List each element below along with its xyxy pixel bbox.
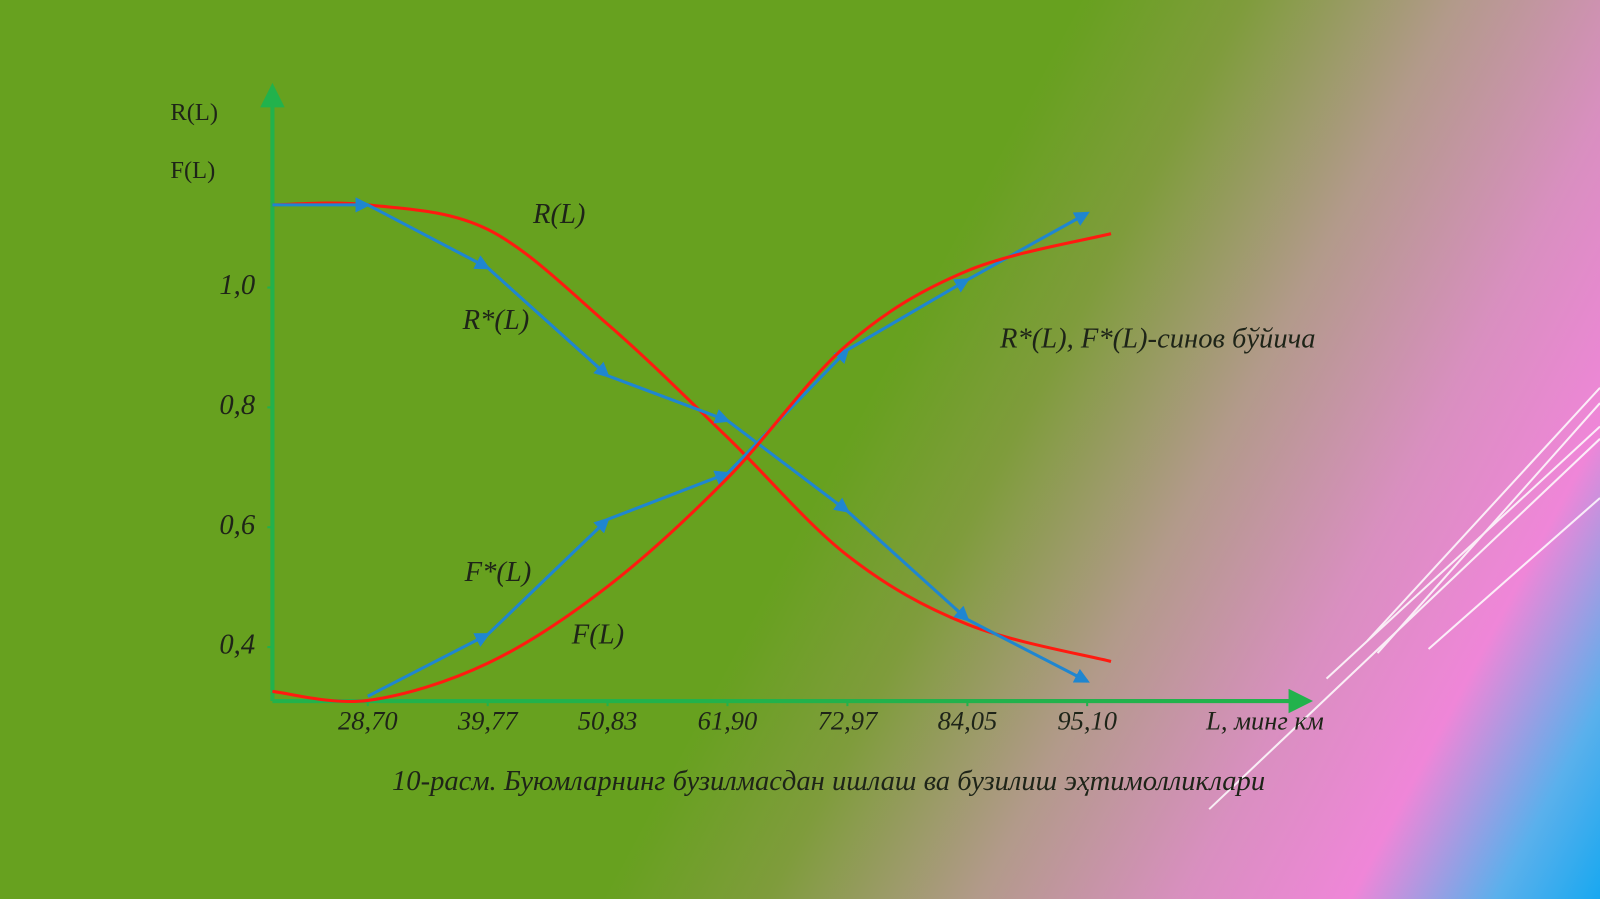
point-marker	[833, 347, 850, 364]
x-tick-label: 28,70	[338, 706, 398, 736]
point-marker	[1072, 668, 1090, 683]
x-tick-label: 50,83	[578, 706, 638, 736]
y-tick-label: 0,4	[219, 630, 255, 661]
series-line	[367, 211, 1088, 698]
x-tick-label: 72,97	[818, 706, 879, 736]
y-axis-label: R(L)	[170, 99, 218, 126]
series-line	[272, 201, 1112, 663]
series-label: R(L)	[532, 199, 585, 230]
point-marker	[473, 255, 491, 270]
point-marker	[1072, 211, 1090, 226]
point-marker	[833, 497, 850, 513]
series-line	[272, 203, 1088, 683]
y-axis-label: F(L)	[170, 157, 215, 184]
series-line	[272, 232, 1112, 703]
caption: 10-расм. Буюмларнинг бузилмасдан ишлаш в…	[392, 766, 1265, 797]
decor-lines	[1208, 387, 1600, 810]
x-tick-label: 39,77	[457, 706, 519, 736]
point-marker	[593, 517, 610, 534]
point-marker	[593, 361, 610, 378]
y-tick-label: 0,6	[219, 510, 255, 541]
x-tick-label: 84,05	[938, 706, 998, 736]
point-marker	[473, 633, 491, 647]
point-marker	[953, 278, 971, 293]
x-tick-label: 61,90	[698, 706, 758, 736]
point-marker	[713, 470, 731, 485]
x-tick-label: 95,10	[1057, 706, 1117, 736]
series-label: F*(L)	[464, 557, 532, 588]
series-label: F(L)	[571, 619, 624, 650]
y-tick-label: 0,8	[219, 390, 255, 421]
x-axis-label: L, минг км	[1205, 706, 1324, 736]
point-marker	[953, 605, 970, 622]
series-label: R*(L)	[462, 305, 530, 336]
annotation: R*(L), F*(L)-синов бўйича	[999, 323, 1316, 354]
point-marker	[713, 409, 731, 424]
y-tick-label: 1,0	[219, 270, 255, 301]
